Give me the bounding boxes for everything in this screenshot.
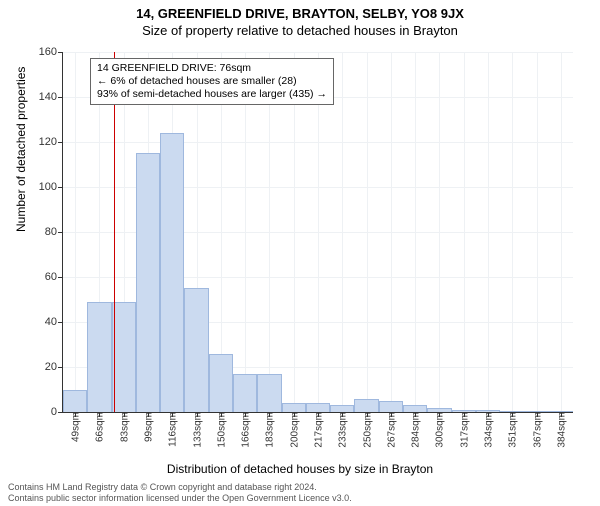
ytick-label: 60 xyxy=(45,271,63,283)
histogram-bar xyxy=(233,374,257,412)
xtick-label: 384sqm xyxy=(554,412,567,448)
xtick-label: 217sqm xyxy=(312,412,325,448)
xtick-label: 99sqm xyxy=(142,412,155,442)
histogram-bar xyxy=(282,403,306,412)
y-axis-label: Number of detached properties xyxy=(14,67,28,232)
footer-line: Contains public sector information licen… xyxy=(8,493,592,504)
annotation-line: 93% of semi-detached houses are larger (… xyxy=(97,88,327,101)
ytick-label: 80 xyxy=(45,226,63,238)
xtick-label: 183sqm xyxy=(263,412,276,448)
histogram-bar xyxy=(87,302,111,412)
annotation-box: 14 GREENFIELD DRIVE: 76sqm ← 6% of detac… xyxy=(90,58,334,105)
marker-line xyxy=(114,52,115,412)
footer-attribution: Contains HM Land Registry data © Crown c… xyxy=(8,482,592,504)
histogram-bar xyxy=(136,153,160,412)
xtick-label: 250sqm xyxy=(360,412,373,448)
xtick-label: 284sqm xyxy=(409,412,422,448)
xtick-label: 351sqm xyxy=(506,412,519,448)
histogram-bar xyxy=(354,399,378,413)
histogram-bar xyxy=(379,401,403,412)
histogram-bar xyxy=(403,405,427,412)
xtick-label: 317sqm xyxy=(457,412,470,448)
annotation-line: 14 GREENFIELD DRIVE: 76sqm xyxy=(97,62,327,75)
page-subtitle: Size of property relative to detached ho… xyxy=(0,23,600,38)
xtick-label: 300sqm xyxy=(433,412,446,448)
histogram-bar xyxy=(306,403,330,412)
xtick-label: 334sqm xyxy=(482,412,495,448)
xtick-label: 233sqm xyxy=(336,412,349,448)
annotation-line: ← 6% of detached houses are smaller (28) xyxy=(97,75,327,88)
xtick-label: 66sqm xyxy=(93,412,106,442)
xtick-label: 49sqm xyxy=(69,412,82,442)
ytick-label: 40 xyxy=(45,316,63,328)
ytick-label: 120 xyxy=(39,136,63,148)
xtick-label: 267sqm xyxy=(384,412,397,448)
xtick-label: 200sqm xyxy=(287,412,300,448)
histogram-bar xyxy=(257,374,281,412)
histogram-bar xyxy=(63,390,87,413)
histogram-bar xyxy=(330,405,354,412)
page-title: 14, GREENFIELD DRIVE, BRAYTON, SELBY, YO… xyxy=(0,6,600,21)
xtick-label: 150sqm xyxy=(214,412,227,448)
footer-line: Contains HM Land Registry data © Crown c… xyxy=(8,482,592,493)
histogram-bar xyxy=(184,288,208,412)
ytick-label: 140 xyxy=(39,91,63,103)
xtick-label: 116sqm xyxy=(166,412,179,447)
ytick-label: 20 xyxy=(45,361,63,373)
ytick-label: 100 xyxy=(39,181,63,193)
xtick-label: 133sqm xyxy=(190,412,203,448)
xtick-label: 83sqm xyxy=(117,412,130,442)
x-axis-label: Distribution of detached houses by size … xyxy=(0,462,600,476)
histogram-bar xyxy=(160,133,184,412)
ytick-label: 160 xyxy=(39,46,63,58)
xtick-label: 166sqm xyxy=(239,412,252,448)
histogram-plot: 02040608010012014016049sqm66sqm83sqm99sq… xyxy=(62,52,573,413)
ytick-label: 0 xyxy=(51,406,63,418)
histogram-bar xyxy=(209,354,233,413)
xtick-label: 367sqm xyxy=(530,412,543,448)
